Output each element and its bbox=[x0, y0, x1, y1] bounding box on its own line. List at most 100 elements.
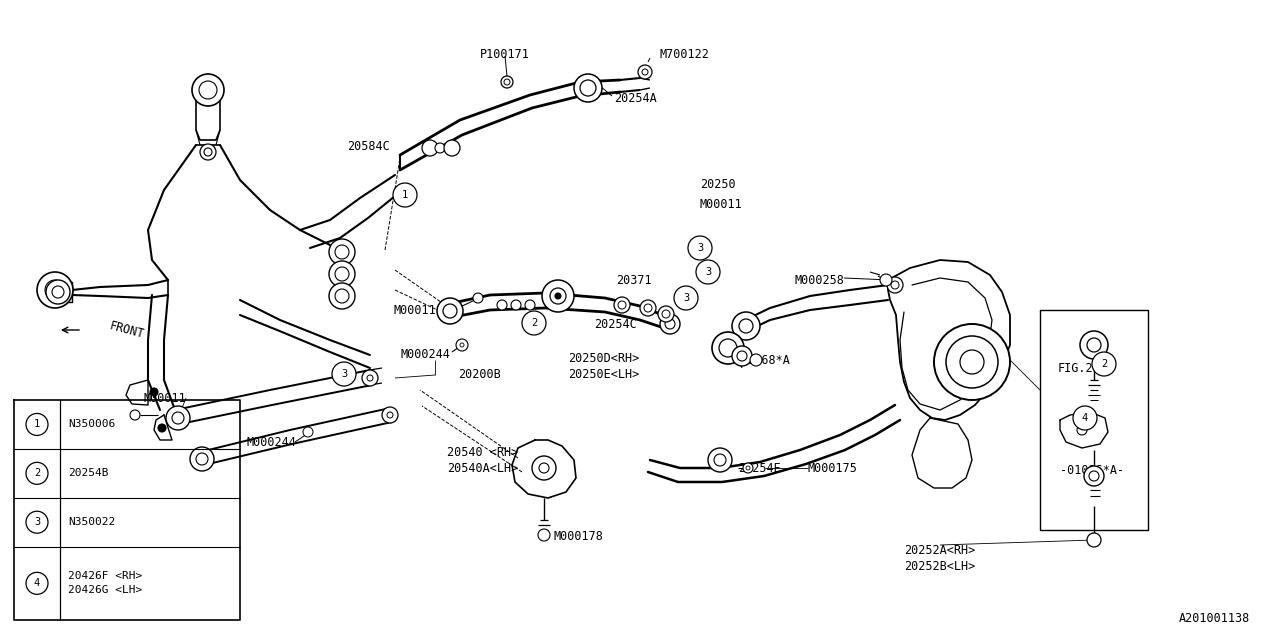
Text: 20568*A: 20568*A bbox=[740, 353, 790, 367]
Circle shape bbox=[742, 463, 753, 473]
Circle shape bbox=[172, 412, 184, 424]
Circle shape bbox=[381, 407, 398, 423]
Circle shape bbox=[500, 76, 513, 88]
Circle shape bbox=[497, 300, 507, 310]
Circle shape bbox=[675, 286, 698, 310]
Circle shape bbox=[737, 351, 748, 361]
Circle shape bbox=[739, 319, 753, 333]
Circle shape bbox=[887, 277, 902, 293]
Circle shape bbox=[934, 324, 1010, 400]
Circle shape bbox=[960, 350, 984, 374]
Text: 20254C: 20254C bbox=[594, 319, 636, 332]
Text: M000244: M000244 bbox=[401, 348, 451, 360]
Circle shape bbox=[696, 260, 719, 284]
Circle shape bbox=[198, 81, 218, 99]
Circle shape bbox=[474, 293, 483, 303]
Circle shape bbox=[532, 456, 556, 480]
Circle shape bbox=[714, 454, 726, 466]
Text: 2: 2 bbox=[33, 468, 40, 478]
Circle shape bbox=[45, 280, 65, 300]
Circle shape bbox=[643, 69, 648, 75]
Text: 1: 1 bbox=[402, 190, 408, 200]
Text: 20584C: 20584C bbox=[347, 141, 390, 154]
Circle shape bbox=[26, 572, 49, 595]
Text: 4: 4 bbox=[33, 579, 40, 588]
Circle shape bbox=[367, 375, 372, 381]
Circle shape bbox=[444, 140, 460, 156]
Text: 20254E: 20254E bbox=[739, 461, 781, 474]
Text: 20252B<LH>: 20252B<LH> bbox=[905, 559, 975, 573]
Circle shape bbox=[200, 144, 216, 160]
Circle shape bbox=[666, 319, 675, 329]
Text: M000178: M000178 bbox=[553, 529, 603, 543]
Circle shape bbox=[541, 280, 573, 312]
Circle shape bbox=[329, 239, 355, 265]
Circle shape bbox=[335, 267, 349, 281]
Circle shape bbox=[335, 289, 349, 303]
Text: M00011: M00011 bbox=[700, 198, 742, 211]
Text: 4: 4 bbox=[1082, 413, 1088, 423]
Circle shape bbox=[1089, 471, 1100, 481]
Text: 2: 2 bbox=[531, 318, 538, 328]
Circle shape bbox=[732, 346, 753, 366]
Circle shape bbox=[192, 74, 224, 106]
Circle shape bbox=[329, 283, 355, 309]
Circle shape bbox=[189, 447, 214, 471]
Circle shape bbox=[556, 293, 561, 299]
Text: -0101S*A-: -0101S*A- bbox=[1060, 463, 1124, 477]
Text: 20252A<RH>: 20252A<RH> bbox=[905, 543, 975, 557]
Circle shape bbox=[460, 343, 465, 347]
Text: M00011: M00011 bbox=[143, 392, 186, 404]
Circle shape bbox=[1087, 338, 1101, 352]
Circle shape bbox=[393, 183, 417, 207]
Circle shape bbox=[456, 339, 468, 351]
Circle shape bbox=[1080, 331, 1108, 359]
Text: M700122: M700122 bbox=[660, 49, 710, 61]
Text: M000175: M000175 bbox=[808, 461, 858, 474]
Circle shape bbox=[157, 424, 166, 432]
Text: 20254B: 20254B bbox=[68, 468, 109, 478]
Circle shape bbox=[719, 339, 737, 357]
Circle shape bbox=[550, 288, 566, 304]
Text: P100171: P100171 bbox=[480, 49, 530, 61]
Text: 2: 2 bbox=[1101, 359, 1107, 369]
Circle shape bbox=[732, 312, 760, 340]
Circle shape bbox=[387, 412, 393, 418]
Circle shape bbox=[204, 148, 212, 156]
Circle shape bbox=[660, 314, 680, 334]
Circle shape bbox=[504, 79, 509, 85]
Text: 3: 3 bbox=[33, 517, 40, 527]
Text: 20250D<RH>: 20250D<RH> bbox=[568, 351, 639, 365]
Circle shape bbox=[538, 529, 550, 541]
Circle shape bbox=[662, 310, 669, 318]
Circle shape bbox=[637, 65, 652, 79]
Circle shape bbox=[522, 311, 547, 335]
Circle shape bbox=[580, 80, 596, 96]
Text: 3: 3 bbox=[705, 267, 712, 277]
Circle shape bbox=[332, 362, 356, 386]
Text: 3: 3 bbox=[340, 369, 347, 379]
Text: 20371: 20371 bbox=[616, 273, 652, 287]
Circle shape bbox=[1084, 466, 1103, 486]
Circle shape bbox=[166, 406, 189, 430]
Circle shape bbox=[150, 388, 157, 396]
Circle shape bbox=[422, 140, 438, 156]
Circle shape bbox=[1092, 352, 1116, 376]
Text: 20200B: 20200B bbox=[458, 367, 500, 381]
Circle shape bbox=[51, 286, 59, 294]
Circle shape bbox=[443, 304, 457, 318]
Circle shape bbox=[946, 336, 998, 388]
Text: 20426F <RH>: 20426F <RH> bbox=[68, 572, 142, 581]
Circle shape bbox=[689, 236, 712, 260]
Text: 20540 <RH>: 20540 <RH> bbox=[447, 445, 518, 458]
Circle shape bbox=[525, 300, 535, 310]
Circle shape bbox=[573, 74, 602, 102]
Text: 20426G <LH>: 20426G <LH> bbox=[68, 586, 142, 595]
Text: N350022: N350022 bbox=[68, 517, 115, 527]
Circle shape bbox=[708, 448, 732, 472]
Circle shape bbox=[881, 274, 892, 286]
Circle shape bbox=[46, 280, 70, 304]
Circle shape bbox=[196, 453, 207, 465]
Text: M00011: M00011 bbox=[393, 303, 436, 317]
Circle shape bbox=[891, 281, 899, 289]
